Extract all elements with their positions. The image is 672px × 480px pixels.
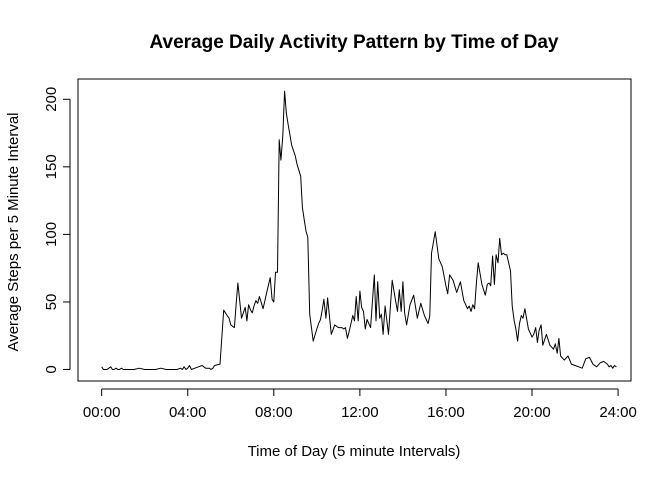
x-tick-label: 20:00: [513, 404, 551, 421]
x-tick-label: 24:00: [599, 404, 637, 421]
plot-frame: [77, 78, 632, 382]
x-tick-label: 08:00: [255, 404, 293, 421]
y-axis-label: Average Steps per 5 Minute Interval: [5, 112, 22, 351]
y-axis: 0 50 100 150 200: [43, 87, 71, 374]
y-tick-label: 0: [43, 365, 60, 373]
y-tick-label: 50: [43, 294, 60, 311]
x-tick-label: 16:00: [427, 404, 465, 421]
y-tick-label: 150: [43, 154, 60, 179]
x-tick-label: 04:00: [169, 404, 207, 421]
y-tick-label: 100: [43, 222, 60, 247]
chart-title: Average Daily Activity Pattern by Time o…: [149, 32, 558, 53]
x-tick-label: 12:00: [341, 404, 379, 421]
y-tick-label: 200: [43, 87, 60, 112]
x-tick-label: 00:00: [83, 404, 121, 421]
x-axis: 00:00 04:00 08:00 12:00 16:00 20:00 24:00: [83, 388, 637, 421]
x-axis-label: Time of Day (5 minute Intervals): [248, 443, 461, 460]
series-line: [101, 90, 617, 370]
